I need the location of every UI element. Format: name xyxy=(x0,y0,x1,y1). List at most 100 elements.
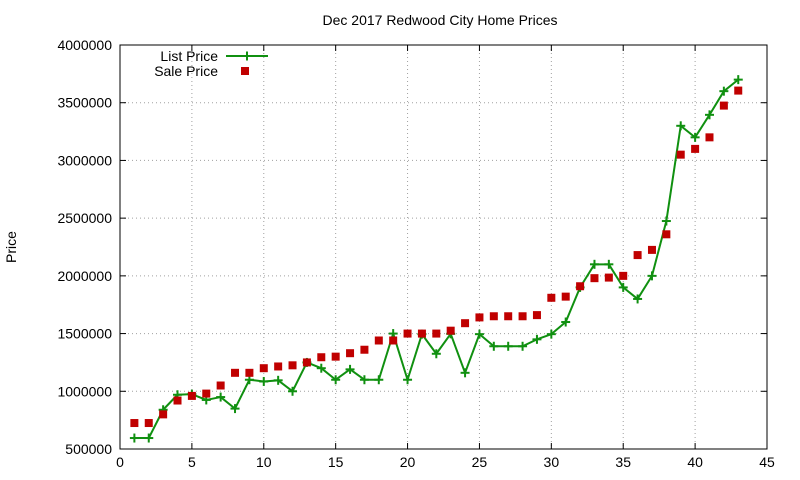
point-list-price xyxy=(546,329,556,339)
point-sale-price xyxy=(576,282,585,291)
point-sale-price xyxy=(518,312,527,321)
point-list-price xyxy=(259,376,269,386)
legend-label-list-price: List Price xyxy=(160,48,218,64)
point-sale-price xyxy=(504,312,513,321)
point-sale-price xyxy=(705,133,714,142)
y-tick-label: 4000000 xyxy=(57,37,112,53)
x-tick-label: 15 xyxy=(328,454,344,470)
y-tick-label: 500000 xyxy=(65,441,112,457)
point-sale-price xyxy=(734,86,743,95)
legend-swatch-sale-price xyxy=(241,67,249,75)
point-sale-price xyxy=(604,273,613,282)
point-sale-price xyxy=(547,293,556,302)
point-sale-price xyxy=(331,352,340,361)
point-sale-price xyxy=(231,368,240,377)
y-tick-label: 1000000 xyxy=(57,383,112,399)
point-list-price xyxy=(618,282,628,292)
point-sale-price xyxy=(389,336,398,345)
point-sale-price xyxy=(173,396,182,405)
point-list-price xyxy=(230,404,240,414)
point-sale-price xyxy=(288,361,297,370)
y-axis-label: Price xyxy=(3,231,19,263)
point-list-price xyxy=(489,341,499,351)
point-list-price xyxy=(345,364,355,374)
point-list-price xyxy=(704,110,714,120)
point-sale-price xyxy=(346,349,355,358)
point-sale-price xyxy=(259,364,268,373)
point-list-price xyxy=(288,386,298,396)
point-list-price xyxy=(532,334,542,344)
point-sale-price xyxy=(489,312,498,321)
point-sale-price xyxy=(360,345,369,354)
y-tick-label: 1500000 xyxy=(57,326,112,342)
legend-label-sale-price: Sale Price xyxy=(154,63,218,79)
plot-frame xyxy=(119,44,768,450)
point-list-price xyxy=(633,294,643,304)
point-sale-price xyxy=(274,362,283,371)
point-list-price xyxy=(374,375,384,385)
point-sale-price xyxy=(187,391,196,400)
point-list-price xyxy=(676,121,686,131)
x-tick-label: 30 xyxy=(544,454,560,470)
point-sale-price xyxy=(676,150,685,159)
point-list-price xyxy=(316,363,326,373)
x-tick-label: 20 xyxy=(400,454,416,470)
point-sale-price xyxy=(662,230,671,239)
series-layer xyxy=(129,75,743,443)
point-list-price xyxy=(216,392,226,402)
point-sale-price xyxy=(374,336,383,345)
point-list-price xyxy=(661,216,671,226)
point-list-price xyxy=(518,341,528,351)
point-sale-price xyxy=(202,389,211,398)
point-list-price xyxy=(561,317,571,327)
point-list-price xyxy=(144,433,154,443)
x-tick-label: 5 xyxy=(188,454,196,470)
point-sale-price xyxy=(461,319,470,328)
point-list-price xyxy=(503,341,513,351)
point-list-price xyxy=(129,433,139,443)
point-sale-price xyxy=(446,326,455,335)
point-sale-price xyxy=(403,329,412,338)
x-tick-label: 40 xyxy=(687,454,703,470)
point-list-price xyxy=(647,271,657,281)
x-tick-label: 0 xyxy=(116,454,124,470)
legend: List Price Sale Price xyxy=(154,48,268,79)
point-sale-price xyxy=(317,353,326,362)
y-tick-label: 2000000 xyxy=(57,268,112,284)
point-sale-price xyxy=(532,311,541,320)
point-list-price xyxy=(589,259,599,269)
point-sale-price xyxy=(619,271,628,280)
axes: 0 5 10 15 20 25 30 35 40 45 500000 1000000 1500000 20… xyxy=(57,37,775,470)
point-list-price xyxy=(331,375,341,385)
point-list-price xyxy=(690,132,700,142)
y-tick-label: 3000000 xyxy=(57,152,112,168)
point-sale-price xyxy=(245,368,254,377)
point-list-price xyxy=(359,375,369,385)
x-tick-label: 25 xyxy=(472,454,488,470)
point-sale-price xyxy=(432,329,441,338)
point-list-price xyxy=(604,259,614,269)
legend-swatch-list-price-marker xyxy=(242,51,252,61)
point-sale-price xyxy=(647,245,656,254)
point-list-price xyxy=(431,349,441,359)
point-list-price xyxy=(474,329,484,339)
y-tick-label: 3500000 xyxy=(57,95,112,111)
point-sale-price xyxy=(561,292,570,301)
point-list-price xyxy=(719,86,729,96)
x-tick-label: 35 xyxy=(615,454,631,470)
point-sale-price xyxy=(144,419,153,428)
y-tick-label: 2500000 xyxy=(57,210,112,226)
point-sale-price xyxy=(417,329,426,338)
point-list-price xyxy=(403,375,413,385)
point-sale-price xyxy=(130,419,139,428)
point-sale-price xyxy=(590,274,599,283)
x-tick-label: 10 xyxy=(256,454,272,470)
point-sale-price xyxy=(216,381,225,390)
point-list-price xyxy=(460,368,470,378)
point-list-price xyxy=(273,375,283,385)
point-sale-price xyxy=(159,410,168,419)
x-tick-label: 45 xyxy=(759,454,775,470)
